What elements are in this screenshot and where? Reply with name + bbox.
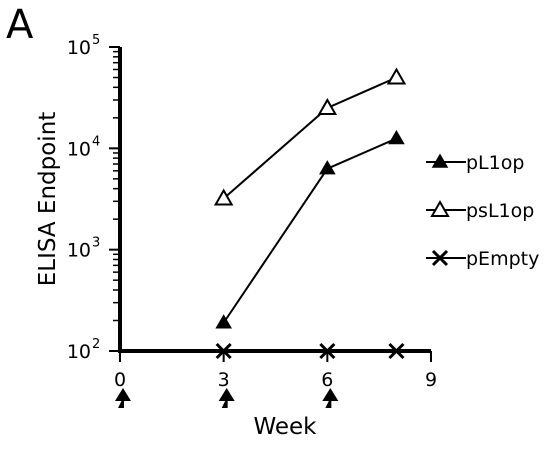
legend-marker-psL1op xyxy=(430,199,450,217)
y-tick-exponent: 5 xyxy=(92,33,100,48)
data-point-psL1op xyxy=(317,97,338,116)
panel-label: A xyxy=(6,2,34,48)
immunization-arrow-icon xyxy=(218,388,235,401)
x-axis-title: Week xyxy=(253,414,317,440)
data-point-psL1op xyxy=(213,188,234,206)
immunization-arrow-shaft xyxy=(325,400,332,408)
series-pEmpty xyxy=(215,342,405,360)
series-psL1op xyxy=(213,67,407,206)
x-tick-label: 9 xyxy=(425,369,437,391)
immunization-arrow-shaft xyxy=(221,400,228,408)
y-tick-exponent: 3 xyxy=(92,236,100,251)
y-tick-exponent: 4 xyxy=(92,134,100,149)
series-line-pL1op xyxy=(222,137,397,324)
legend-marker-pEmpty xyxy=(431,249,449,267)
data-point-pEmpty xyxy=(319,342,336,360)
legend-label: psL1op xyxy=(466,200,534,222)
y-tick-label: 10 xyxy=(67,240,91,262)
data-point-psL1op xyxy=(386,67,407,85)
legend-item-pL1op: pL1op xyxy=(426,152,524,174)
legend-marker-pL1op xyxy=(431,153,449,168)
legend: pL1op psL1op pEmpty xyxy=(426,152,539,270)
immunization-arrow-icon xyxy=(322,388,339,401)
immunization-arrow-icon xyxy=(115,388,131,401)
y-tick-label: 10 xyxy=(67,37,91,59)
x-axis-ticks: 0 3 6 9 xyxy=(114,351,437,391)
data-point-pL1op xyxy=(388,130,405,145)
data-point-pL1op xyxy=(319,160,336,175)
legend-label: pL1op xyxy=(466,152,524,174)
y-axis-title: ELISA Endpoint xyxy=(35,112,61,287)
y-tick-exponent: 2 xyxy=(92,337,100,352)
x-tick-label: 0 xyxy=(114,369,126,391)
series-line-psL1op xyxy=(223,76,397,200)
data-point-pL1op xyxy=(215,314,232,329)
data-point-pEmpty xyxy=(215,342,232,360)
x-tick-label: 3 xyxy=(218,369,230,391)
x-tick-label: 6 xyxy=(321,369,333,391)
legend-item-psL1op: psL1op xyxy=(426,199,534,222)
immunization-arrows xyxy=(115,388,339,408)
legend-label: pEmpty xyxy=(466,248,539,270)
legend-item-pEmpty: pEmpty xyxy=(426,248,539,270)
immunization-arrow-shaft xyxy=(118,400,124,408)
series-pL1op xyxy=(215,130,405,329)
y-tick-label: 10 xyxy=(67,341,91,363)
series-layer xyxy=(213,67,407,360)
y-tick-label: 10 xyxy=(67,138,91,160)
data-point-pEmpty xyxy=(388,342,405,360)
